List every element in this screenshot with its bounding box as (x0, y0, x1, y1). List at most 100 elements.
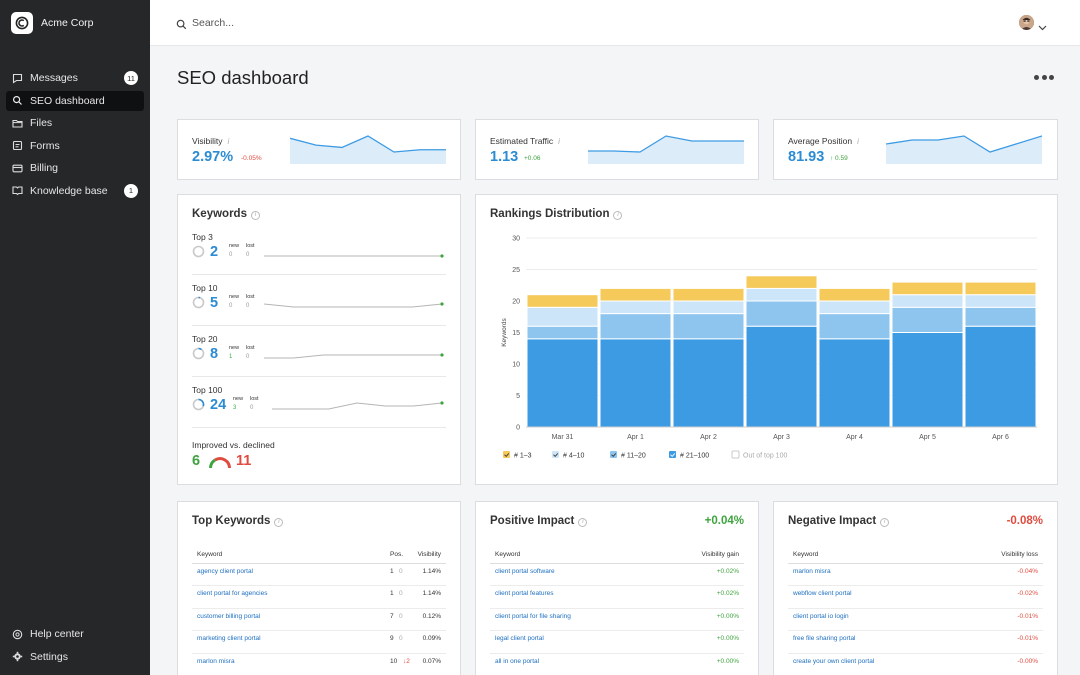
bar-segment[interactable] (891, 294, 964, 308)
position-value: 9 (390, 635, 394, 643)
sidebar-item-help-center[interactable]: Help center (6, 624, 144, 644)
sparkline-line (290, 135, 446, 153)
sidebar-item-files[interactable]: Files (6, 113, 144, 133)
bar-segment[interactable] (818, 300, 891, 315)
bar-segment[interactable] (964, 281, 1037, 296)
table-row[interactable]: marketing client portal 9 0 0.09% (192, 631, 446, 654)
more-options-button[interactable] (1034, 72, 1054, 82)
x-tick-label: Apr 6 (992, 434, 1009, 441)
bar-segment[interactable] (964, 325, 1037, 428)
table-row[interactable]: webflow client portal -0.02% (788, 586, 1043, 609)
sidebar-item-settings[interactable]: Settings (6, 647, 144, 667)
bar-segment[interactable] (526, 306, 599, 327)
keyword-link[interactable]: legal client portal (495, 635, 544, 643)
info-icon[interactable]: i (578, 518, 588, 527)
table-row[interactable]: free file sharing portal -0.01% (788, 631, 1043, 654)
table-row[interactable]: client portal for agencies 1 0 1.14% (192, 586, 446, 609)
table-row[interactable]: client portal io login -0.01% (788, 609, 1043, 632)
bar-segment[interactable] (818, 287, 891, 302)
bar-segment[interactable] (818, 313, 891, 340)
bar-segment[interactable] (672, 287, 745, 302)
keyword-link[interactable]: marketing client portal (197, 635, 261, 643)
table-row[interactable]: legal client portal +0.00% (490, 631, 744, 654)
table-row[interactable]: client portal for file sharing +0.00% (490, 609, 744, 632)
bar-segment[interactable] (891, 332, 964, 428)
sidebar-item-messages[interactable]: Messages 11 (6, 68, 144, 88)
bar-segment[interactable] (599, 338, 672, 428)
stat-delta: ↑ 0.59 (830, 155, 848, 162)
info-icon[interactable]: i (857, 137, 859, 146)
keyword-link[interactable]: free file sharing portal (793, 635, 856, 643)
brand[interactable]: Acme Corp (0, 0, 150, 46)
avatar[interactable] (1019, 15, 1034, 30)
bar-segment[interactable] (599, 287, 672, 302)
bar-segment[interactable] (526, 325, 599, 340)
legend-checkbox[interactable] (610, 451, 617, 458)
table-body: marlon misra -0.04% webflow client portal -… (788, 564, 1043, 675)
legend-checkbox[interactable] (731, 450, 740, 459)
bar-segment[interactable] (672, 313, 745, 340)
keyword-link[interactable]: client portal for agencies (197, 590, 268, 598)
sidebar-item-billing[interactable]: Billing (6, 158, 144, 178)
table-row[interactable]: customer billing portal 7 0 0.12% (192, 609, 446, 632)
table-row[interactable]: client portal software +0.02% (490, 564, 744, 587)
keyword-link[interactable]: create your own client portal (793, 657, 875, 665)
new-value: 3 (233, 405, 237, 411)
bar-segment[interactable] (745, 287, 818, 302)
bar-segment[interactable] (745, 325, 818, 428)
bar-segment[interactable] (526, 338, 599, 428)
legend-checkbox[interactable] (552, 451, 559, 458)
info-icon[interactable]: i (558, 137, 560, 146)
keyword-link[interactable]: client portal features (495, 590, 554, 598)
table-row[interactable]: all in one portal +0.00% (490, 654, 744, 675)
table-row[interactable]: marlon misra -0.04% (788, 564, 1043, 587)
keyword-link[interactable]: webflow client portal (793, 590, 852, 598)
bar-segment[interactable] (818, 338, 891, 428)
sidebar-item-forms[interactable]: Forms (6, 136, 144, 156)
bar-segment[interactable] (672, 300, 745, 315)
bar-segment[interactable] (891, 306, 964, 334)
table-row[interactable]: client portal features +0.02% (490, 586, 744, 609)
table-row[interactable]: create your own client portal -0.00% (788, 654, 1043, 675)
legend-checkbox[interactable] (503, 451, 510, 458)
bar-segment[interactable] (526, 294, 599, 308)
table-row[interactable]: agency client portal 1 0 1.14% (192, 564, 446, 587)
bar-segment[interactable] (672, 338, 745, 428)
negative-impact-table: Keyword Visibility loss marlon misra -0.0… (788, 547, 1043, 675)
check-icon (504, 453, 510, 458)
bar-segment[interactable] (964, 306, 1037, 327)
new-value: 0 (229, 252, 233, 258)
new-count: new 0 (229, 294, 239, 309)
keyword-link[interactable]: marlon misra (197, 657, 235, 665)
info-icon[interactable]: i (274, 518, 284, 527)
chevron-down-icon[interactable] (1038, 18, 1047, 36)
keyword-link[interactable]: customer billing portal (197, 612, 261, 620)
bar-segment[interactable] (599, 313, 672, 340)
keyword-link[interactable]: client portal io login (793, 612, 849, 620)
keyword-link[interactable]: client portal for file sharing (495, 612, 571, 620)
sidebar-item-seo-dashboard[interactable]: SEO dashboard (6, 90, 144, 111)
rankings-distribution-card: Rankings Distribution i 0 5 10 15 20 25 30 Keywo… (475, 194, 1058, 485)
bar-segment[interactable] (964, 294, 1037, 308)
table-row[interactable]: marlon misra 10 ↓2 0.07% (192, 654, 446, 675)
keyword-link[interactable]: all in one portal (495, 657, 540, 665)
lost-label: lost (250, 396, 259, 402)
info-icon[interactable]: i (880, 518, 890, 527)
info-icon[interactable]: i (227, 137, 230, 146)
stat-label: Average Position (788, 136, 853, 146)
bar-segment[interactable] (745, 275, 818, 289)
keyword-link[interactable]: marlon misra (793, 568, 831, 575)
bar-segment[interactable] (745, 300, 818, 327)
info-icon[interactable]: i (613, 211, 623, 220)
sidebar-item-knowledge-base[interactable]: Knowledge base 1 (6, 181, 144, 201)
bar-segment[interactable] (599, 300, 672, 315)
sparkline-line (272, 402, 443, 410)
keyword-link[interactable]: agency client portal (197, 568, 254, 575)
keyword-link[interactable]: client portal software (495, 568, 555, 575)
new-value: 1 (229, 354, 233, 360)
search-input[interactable] (192, 13, 492, 33)
progress-ring-icon (192, 245, 205, 258)
bar-segment[interactable] (891, 281, 964, 296)
info-icon[interactable]: i (250, 211, 260, 220)
legend-checkbox[interactable] (669, 451, 676, 458)
